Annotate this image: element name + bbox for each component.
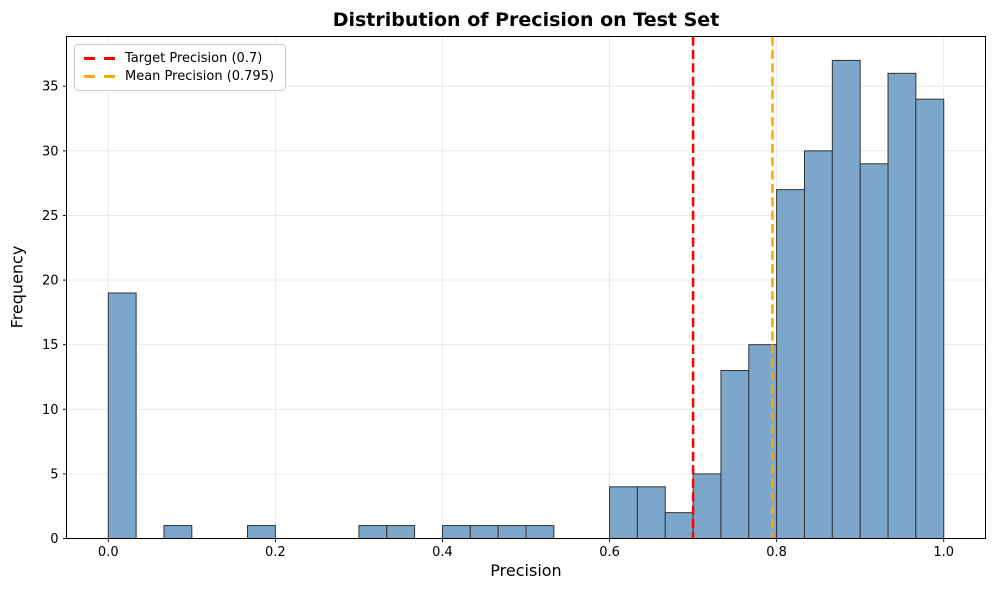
histogram-bar	[803, 150, 833, 539]
x-tick-label: 0.0	[98, 545, 119, 560]
x-tick-label: 0.4	[432, 545, 453, 560]
legend-label-target-precision: Target Precision (0.7)	[125, 51, 263, 66]
x-axis-label: Precision	[490, 561, 562, 580]
legend: Target Precision (0.7) Mean Precision (0…	[74, 44, 287, 91]
histogram-bar	[776, 189, 805, 539]
histogram-bar	[497, 525, 527, 539]
y-tick-label: 10	[42, 403, 59, 418]
histogram-bar	[163, 525, 193, 539]
legend-item-mean-precision: Mean Precision (0.795)	[84, 69, 274, 84]
y-tick-label: 35	[42, 80, 59, 95]
y-tick-label: 20	[42, 274, 59, 289]
y-tick-label: 0	[50, 532, 58, 547]
histogram-bar	[692, 473, 722, 540]
y-tick-label: 30	[42, 144, 59, 159]
chart-title: Distribution of Precision on Test Set	[332, 9, 720, 31]
histogram-bar	[525, 525, 555, 539]
histogram-bar	[915, 98, 945, 539]
histogram-bar	[636, 486, 666, 539]
y-tick-label: 15	[42, 338, 59, 353]
histogram-bar	[469, 525, 499, 539]
histogram-bar	[386, 525, 416, 539]
legend-item-target-precision: Target Precision (0.7)	[84, 51, 274, 66]
y-tick-label: 5	[50, 467, 58, 482]
legend-label-mean-precision: Mean Precision (0.795)	[125, 69, 275, 84]
mean-precision-line-swatch	[84, 75, 115, 78]
histogram-bar	[831, 59, 861, 540]
target-precision-line-swatch	[84, 57, 115, 60]
histogram-bar	[247, 525, 276, 539]
histogram-bar	[609, 486, 638, 539]
x-tick-label: 0.6	[599, 545, 620, 560]
x-tick-label: 1.0	[933, 545, 954, 560]
x-tick-label: 0.8	[766, 545, 787, 560]
histogram-bar	[441, 525, 471, 539]
histogram-bar	[859, 163, 889, 539]
histogram-bar	[107, 292, 137, 539]
y-tick-label: 25	[42, 209, 59, 224]
x-tick-label: 0.2	[265, 545, 286, 560]
histogram-bar	[358, 525, 388, 539]
histogram-bar	[664, 512, 694, 540]
histogram-bar	[720, 370, 750, 539]
histogram-bar	[887, 72, 917, 539]
